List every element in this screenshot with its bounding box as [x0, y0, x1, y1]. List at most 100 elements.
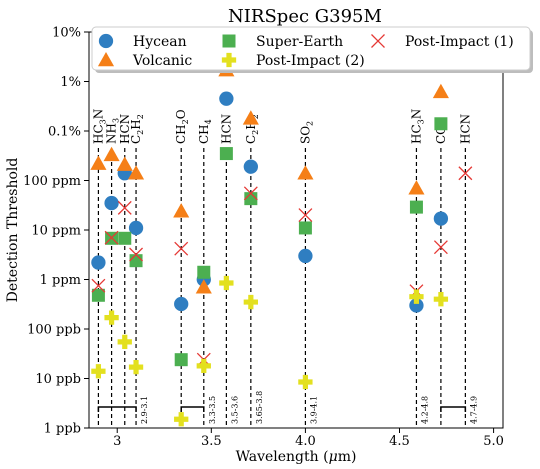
band-bracket — [440, 406, 467, 412]
data-point — [196, 358, 211, 374]
data-point — [298, 208, 313, 223]
legend-label: Volcanic — [132, 53, 192, 69]
data-point — [432, 83, 449, 99]
molecule-lines: HC3NNH3HCNC2H2CH2OCH4HCNC2H2SO2HC3NCOHCN — [91, 109, 472, 428]
data-point — [91, 255, 106, 270]
series-volcanic — [90, 62, 449, 294]
legend-label: Hycean — [133, 34, 187, 50]
data-point — [408, 180, 425, 195]
data-point — [409, 200, 423, 214]
band-bracket — [180, 406, 205, 412]
y-tick-label: 1 ppb — [44, 422, 81, 437]
data-point — [409, 289, 424, 304]
legend-marker — [221, 52, 237, 68]
series-post-impact-2 — [91, 275, 449, 427]
molecule-label: CH4 — [197, 119, 213, 144]
data-point — [104, 310, 119, 325]
x-tick-label: 4.5 — [389, 434, 410, 449]
data-point — [243, 294, 258, 310]
x-tick-label: 3.5 — [201, 434, 222, 449]
data-point — [174, 412, 189, 427]
data-point — [243, 159, 258, 174]
data-point — [174, 296, 189, 312]
legend-item: Volcanic — [97, 51, 192, 69]
data-point — [127, 165, 145, 180]
series-hycean — [91, 91, 449, 313]
data-point — [219, 91, 234, 106]
band-bracket — [97, 406, 137, 412]
data-point — [298, 248, 313, 264]
molecule-label: C2H2 — [129, 114, 145, 144]
data-point — [117, 200, 132, 215]
x-tick-label: 4.0 — [295, 434, 316, 449]
x-tick-label: 3 — [113, 434, 121, 449]
data-point — [298, 374, 313, 390]
y-tick-label: 0.1% — [48, 125, 81, 140]
y-tick-label: 10 ppb — [35, 372, 81, 387]
y-tick-label: 100 ppb — [27, 323, 81, 338]
y-tick-label: 1 ppm — [40, 273, 81, 288]
band-range-label: 4.7-4.9 — [469, 396, 478, 424]
legend-label: Post-Impact (2) — [256, 53, 365, 69]
data-point — [128, 220, 144, 236]
data-point — [434, 117, 448, 131]
data-point — [197, 265, 211, 279]
series-post-impact-1 — [91, 166, 473, 367]
band-range-label: 3.5-3.6 — [230, 396, 239, 424]
legend-item: Post-Impact (2) — [221, 52, 365, 69]
data-point — [297, 165, 314, 180]
data-point — [195, 279, 212, 294]
legend-label: Post-Impact (1) — [405, 34, 514, 50]
data-point — [243, 186, 258, 201]
y-axis-label: Detection Threshold — [5, 158, 21, 303]
y-tick-label: 10 ppm — [31, 224, 81, 239]
legend-box — [91, 26, 531, 71]
molecule-label: HCN — [219, 114, 233, 144]
y-tick-label: 1% — [60, 75, 81, 90]
data-point — [433, 240, 448, 255]
legend-item: Post-Impact (1) — [371, 34, 514, 50]
molecule-label: CH2O — [174, 109, 190, 144]
data-point — [433, 292, 449, 307]
legend: Hycean Volcanic Super-Earth Post-Impact (2)… — [91, 26, 533, 73]
data-point — [174, 353, 188, 367]
data-point — [104, 230, 119, 245]
legend-item: Super-Earth — [222, 34, 343, 50]
data-point — [219, 275, 234, 291]
band-range-label: 3.9-4.1 — [309, 396, 318, 424]
legend-items: Hycean Volcanic Super-Earth Post-Impact (2)… — [97, 33, 514, 69]
data-point — [129, 254, 143, 268]
legend-marker — [98, 33, 114, 49]
chart-title: NIRSpec G395M — [228, 6, 382, 27]
legend-item: Hycean — [98, 33, 187, 50]
y-axis: 1 ppb 10 ppb 100 ppb 1 ppm 10 ppm 100 ppm 0.1%… — [23, 26, 89, 437]
band-range-label: 4.2-4.8 — [420, 396, 429, 424]
data-point — [409, 298, 424, 313]
data-point — [242, 110, 259, 125]
data-point — [116, 156, 133, 171]
data-point — [174, 241, 189, 256]
legend-marker — [371, 34, 385, 48]
band-range-label: 2.9-3.1 — [140, 396, 149, 424]
molecule-label: SO2 — [298, 121, 314, 144]
legend-label: Super-Earth — [256, 34, 343, 50]
x-axis: 3 3.5 4.0 4.5 5.0 — [113, 428, 504, 449]
data-point — [128, 359, 144, 375]
x-tick-label: 5.0 — [483, 434, 504, 449]
molecule-label: HCN — [118, 114, 132, 144]
data-point — [91, 364, 106, 379]
band-range-label: 3.65-3.8 — [255, 391, 264, 424]
band-range-label: 3.3-3.5 — [208, 396, 217, 424]
data-point — [118, 231, 132, 245]
y-tick-label: 100 ppm — [23, 174, 81, 189]
band-brackets: 2.9-3.1 3.3-3.5 3.5-3.6 3.65-3.8 3.9-4.1 4.2-… — [97, 391, 478, 424]
data-point — [91, 278, 106, 293]
data-point — [244, 192, 258, 206]
data-point — [298, 221, 312, 235]
x-axis-label: Wavelength (μm) — [236, 449, 357, 465]
y-tick-label: 10% — [52, 26, 81, 41]
data-point — [219, 147, 233, 161]
legend-marker — [222, 34, 236, 48]
data-point — [458, 166, 473, 181]
data-point — [103, 146, 120, 162]
